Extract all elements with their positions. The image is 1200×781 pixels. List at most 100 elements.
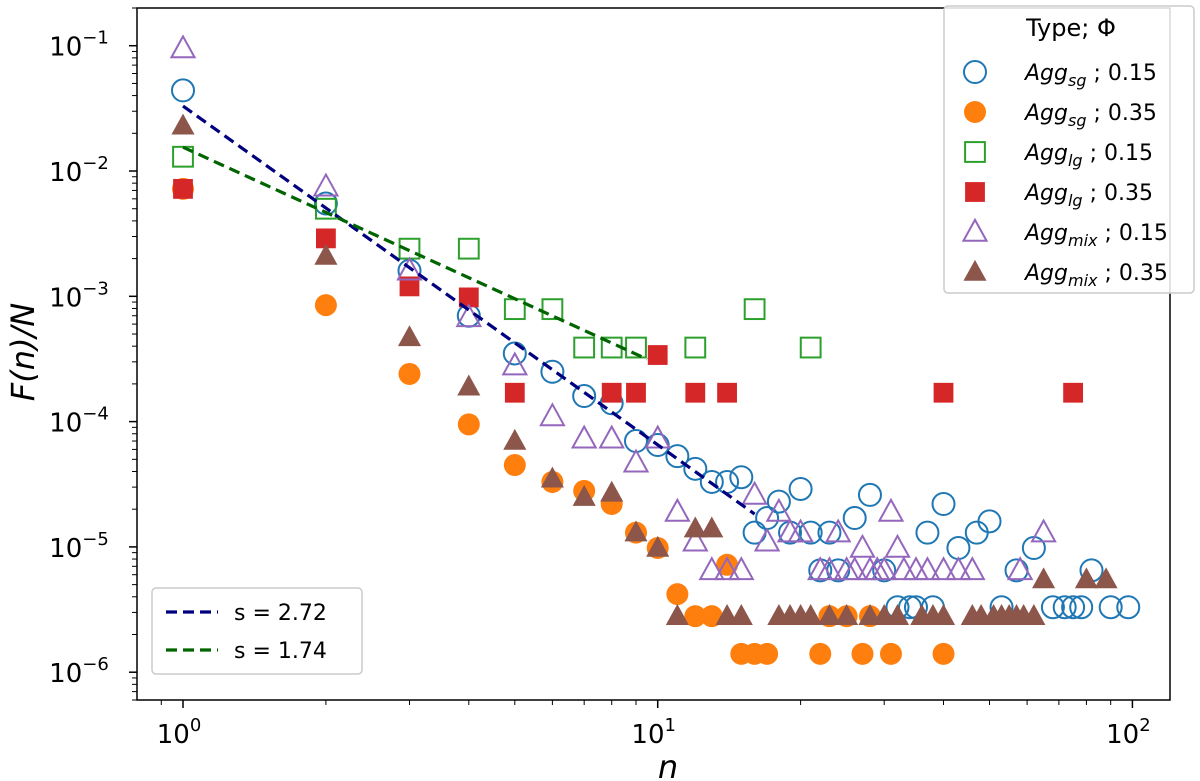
data-point bbox=[766, 489, 791, 514]
y-tick-label: 10−6 bbox=[49, 654, 109, 689]
data-point bbox=[570, 424, 598, 449]
data-point bbox=[1061, 595, 1086, 620]
data-point bbox=[644, 424, 671, 449]
fit-legend: s = 2.72 s = 1.74 bbox=[151, 587, 363, 675]
data-point bbox=[503, 454, 526, 477]
x-tick-label: 102 bbox=[1106, 715, 1151, 750]
data-point bbox=[458, 287, 479, 308]
data-point bbox=[915, 520, 940, 545]
series-lg-filled bbox=[173, 178, 1084, 403]
data-point bbox=[624, 520, 648, 542]
data-point bbox=[931, 492, 956, 517]
data-point bbox=[977, 509, 1002, 534]
x-axis-label: n bbox=[658, 748, 678, 781]
fit-line bbox=[182, 104, 756, 516]
data-point bbox=[540, 466, 564, 488]
data-point bbox=[1063, 382, 1084, 403]
legend-label: Agglg ; 0.35 bbox=[1023, 181, 1153, 210]
x-tick-label: 101 bbox=[631, 715, 676, 750]
data-point bbox=[683, 456, 708, 481]
data-point bbox=[684, 605, 707, 628]
data-point bbox=[716, 553, 739, 576]
data-point bbox=[572, 384, 597, 409]
y-tick-label: 10−1 bbox=[49, 28, 109, 63]
data-point bbox=[682, 527, 709, 552]
data-point bbox=[930, 556, 957, 581]
data-point bbox=[501, 351, 529, 376]
data-point bbox=[399, 276, 420, 297]
fit-legend-box bbox=[151, 587, 363, 675]
legend: Type; Φ Aggsg ; 0.15 Aggsg ; 0.35 Agglg ; 0… bbox=[943, 5, 1195, 294]
legend-label: Aggsg ; 0.35 bbox=[1023, 101, 1157, 130]
legend-label: Aggmix ; 0.35 bbox=[1023, 261, 1168, 290]
axes: 100 101 102 10−6 10−5 10−4 10−3 10−2 10−1 bbox=[49, 7, 1171, 750]
data-point bbox=[851, 642, 874, 665]
data-point bbox=[729, 465, 754, 490]
data-point bbox=[457, 237, 480, 260]
data-point bbox=[685, 382, 706, 403]
data-point bbox=[753, 527, 781, 552]
series-lg-open bbox=[172, 145, 822, 359]
data-point bbox=[715, 469, 740, 494]
data-point bbox=[626, 382, 646, 403]
legend-label: Agglg ; 0.15 bbox=[1023, 141, 1153, 170]
data-point bbox=[877, 497, 905, 522]
data-point bbox=[541, 298, 564, 321]
data-point bbox=[666, 583, 689, 606]
data-point bbox=[946, 536, 971, 561]
data-point bbox=[457, 413, 480, 436]
data-point bbox=[173, 178, 193, 199]
data-point bbox=[646, 535, 670, 557]
data-point bbox=[540, 359, 565, 384]
data-point bbox=[765, 497, 793, 522]
data-point bbox=[755, 506, 780, 531]
data-point bbox=[314, 294, 337, 317]
data-point bbox=[1006, 556, 1034, 581]
data-point bbox=[698, 556, 726, 581]
data-point bbox=[788, 476, 813, 501]
data-point bbox=[885, 604, 910, 625]
data-point bbox=[713, 556, 741, 581]
data-point bbox=[824, 518, 852, 543]
data-point bbox=[842, 506, 867, 531]
data-point bbox=[601, 382, 622, 403]
data-point bbox=[717, 382, 737, 403]
data-point bbox=[171, 113, 195, 135]
data-point bbox=[316, 228, 336, 249]
y-tick-label: 10−5 bbox=[49, 529, 109, 564]
y-tick-label: 10−4 bbox=[49, 404, 109, 439]
data-point bbox=[1021, 536, 1046, 561]
y-axis-label: F(n)/N bbox=[4, 303, 42, 401]
data-point bbox=[932, 642, 955, 665]
series-mix-open bbox=[169, 34, 1057, 581]
data-layer bbox=[169, 34, 1141, 665]
legend-marker bbox=[964, 141, 986, 163]
data-point bbox=[849, 533, 876, 558]
data-point bbox=[1030, 518, 1057, 543]
data-point bbox=[503, 428, 527, 450]
data-point bbox=[398, 362, 421, 385]
data-point bbox=[1094, 567, 1118, 589]
data-point bbox=[914, 556, 941, 581]
data-point bbox=[945, 556, 972, 581]
data-point bbox=[312, 172, 340, 197]
data-point bbox=[798, 520, 823, 545]
data-point bbox=[870, 556, 898, 581]
data-point bbox=[1098, 595, 1123, 620]
data-point bbox=[665, 604, 689, 625]
data-point bbox=[539, 402, 566, 427]
series-sg-filled bbox=[172, 177, 955, 665]
data-point bbox=[600, 480, 624, 502]
data-point bbox=[647, 345, 668, 365]
data-point bbox=[1116, 595, 1141, 620]
data-point bbox=[1040, 595, 1065, 620]
series-mix-filled bbox=[171, 113, 1118, 625]
data-point bbox=[933, 382, 954, 403]
data-point bbox=[684, 336, 707, 359]
data-point bbox=[799, 336, 822, 359]
data-point bbox=[728, 556, 755, 581]
data-point bbox=[313, 191, 338, 216]
data-point bbox=[504, 382, 525, 403]
legend-box bbox=[943, 5, 1195, 294]
